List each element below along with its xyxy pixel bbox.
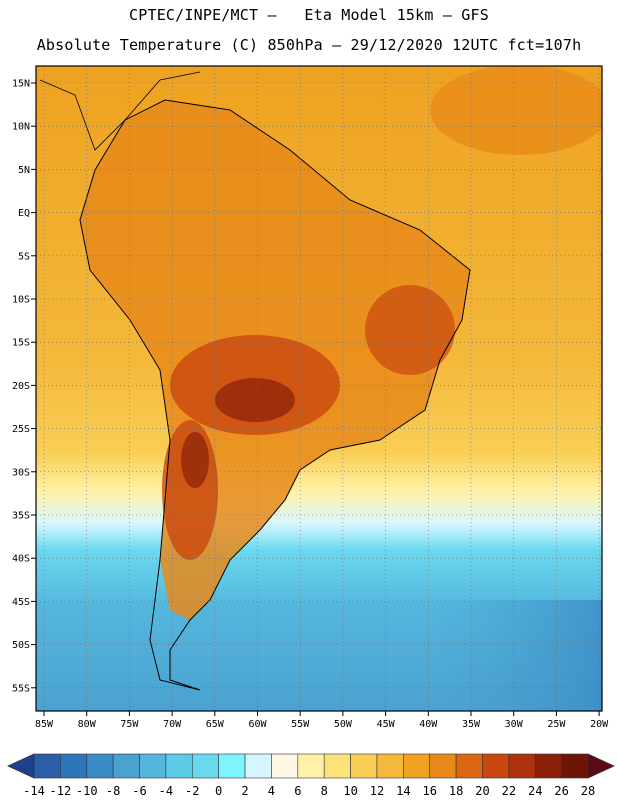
colorbar-label: -2 (185, 784, 199, 798)
colorbar-label: -6 (132, 784, 146, 798)
lat-label: 45S (12, 597, 30, 608)
warm-area-north-atlantic (430, 66, 602, 155)
colorbar-label: 16 (422, 784, 436, 798)
colorbar-label: 18 (449, 784, 463, 798)
lon-label: 35W (462, 719, 481, 730)
lon-label: 70W (163, 719, 182, 730)
lon-label: 80W (78, 719, 97, 730)
colorbar-label: 26 (554, 784, 568, 798)
lon-label: 25W (547, 719, 566, 730)
latitude-ticks: 15N 10N 5N EQ 5S 10S 15S 20S 25S 30S 35S 40S 45S 50S 5… (12, 79, 36, 694)
colorbar-label: 12 (370, 784, 384, 798)
colorbar-swatch (191, 753, 219, 779)
colorbar-label: 0 (215, 784, 222, 798)
colorbar-swatch (297, 753, 325, 779)
lat-label: 5S (18, 251, 30, 262)
lon-label: 75W (120, 719, 139, 730)
colorbar-swatch (429, 753, 457, 779)
colorbar-label: -12 (50, 784, 72, 798)
lat-label: 10S (12, 295, 30, 306)
colorbar-label: 2 (241, 784, 248, 798)
colorbar-swatch (60, 753, 88, 779)
colorbar-label: 14 (396, 784, 410, 798)
lat-label: 25S (12, 424, 30, 435)
lon-label: 30W (505, 719, 524, 730)
colorbar-swatch (376, 753, 404, 779)
cold-area-southeast (420, 600, 602, 711)
colorbar-label: 6 (294, 784, 301, 798)
lon-label: 60W (248, 719, 267, 730)
colorbar-label: -10 (76, 784, 98, 798)
colorbar-label: 10 (343, 784, 357, 798)
colorbar-label: 4 (268, 784, 275, 798)
lat-label: 55S (12, 683, 30, 694)
colorbar-label: 20 (475, 784, 489, 798)
lat-label: 50S (12, 640, 30, 651)
lat-label: 15S (12, 338, 30, 349)
colorbar (7, 753, 615, 779)
colorbar-label: -8 (106, 784, 120, 798)
chart-title-line1: CPTEC/INPE/MCT – Eta Model 15km – GFS (129, 6, 489, 24)
colorbar-under-triangle (7, 753, 35, 779)
colorbar-swatch (323, 753, 351, 779)
longitude-ticks: 85W 80W 75W 70W 65W 60W 55W 50W 45W 40W 35W 30W 25W 2… (35, 711, 609, 730)
lat-label: 40S (12, 554, 30, 565)
colorbar-label: 24 (528, 784, 542, 798)
colorbar-label: -14 (23, 784, 45, 798)
colorbar-swatch (271, 753, 299, 779)
colorbar-swatch (350, 753, 378, 779)
lat-label: 5N (18, 165, 30, 176)
lat-label: 10N (12, 122, 30, 133)
lon-label: 40W (419, 719, 438, 730)
colorbar-swatch (403, 753, 431, 779)
colorbar-swatch (534, 753, 562, 779)
colorbar-swatch (139, 753, 167, 779)
colorbar-label: 8 (321, 784, 328, 798)
central-america-coastline (39, 71, 201, 151)
south-america-coastline (79, 99, 471, 691)
colorbar-label: 28 (581, 784, 595, 798)
colorbar-labels: -14 -12 -10 -8 -6 -4 -2 0 2 4 6 8 10 12 14 16 18 20 22 24 26… (23, 784, 595, 798)
lon-label: 45W (377, 719, 396, 730)
lat-label: 15N (12, 79, 30, 90)
colorbar-swatch (165, 753, 193, 779)
lon-label: 85W (35, 719, 54, 730)
lat-label: 20S (12, 381, 30, 392)
chart-title-line2: Absolute Temperature (C) 850hPa – 29/12/… (36, 36, 582, 54)
hot-area-northeast (365, 285, 455, 375)
hot-core-chaco (181, 432, 209, 488)
lon-label: 50W (334, 719, 353, 730)
colorbar-label: -4 (159, 784, 173, 798)
colorbar-label: 22 (502, 784, 516, 798)
colorbar-swatch (508, 753, 536, 779)
colorbar-swatch (86, 753, 114, 779)
lat-label: 35S (12, 511, 30, 522)
lat-label: 30S (12, 467, 30, 478)
colorbar-swatch (218, 753, 246, 779)
colorbar-swatch (33, 753, 61, 779)
lat-label: EQ (18, 208, 30, 219)
lon-label: 55W (291, 719, 310, 730)
map-frame (35, 65, 603, 712)
colorbar-over-triangle (587, 753, 615, 779)
temperature-field (36, 66, 602, 711)
colorbar-swatch (455, 753, 483, 779)
hot-core-central (215, 378, 295, 422)
lon-label: 65W (206, 719, 225, 730)
colorbar-swatch (112, 753, 140, 779)
lon-label: 20W (590, 719, 609, 730)
colorbar-swatch (244, 753, 272, 779)
colorbar-swatch (482, 753, 510, 779)
colorbar-swatch (561, 753, 589, 779)
